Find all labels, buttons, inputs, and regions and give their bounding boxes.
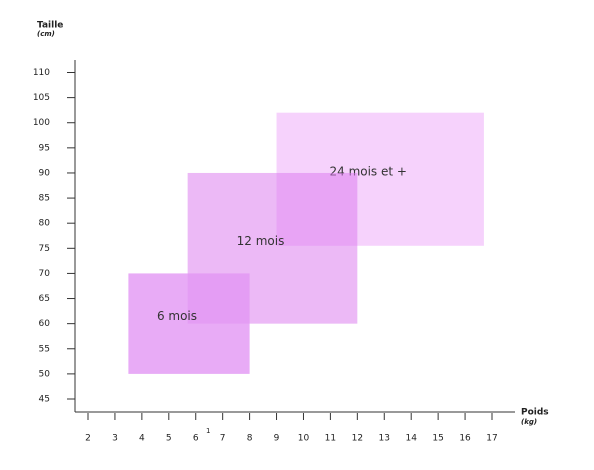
y-tick-label: 80 <box>39 219 51 229</box>
x-tick-label: 4 <box>139 434 145 444</box>
x-tick-label: 16 <box>459 434 471 444</box>
x-tick-label: 11 <box>325 434 336 444</box>
x-tick-label: 8 <box>247 434 253 444</box>
y-tick-label: 75 <box>39 244 50 254</box>
x-tick-label: 14 <box>405 434 417 444</box>
x-tick-label: 6 <box>193 434 199 444</box>
y-tick-label: 100 <box>33 118 50 128</box>
x-axis-unit: (kg) <box>521 418 537 426</box>
y-tick-label: 70 <box>39 269 51 279</box>
y-tick-label: 90 <box>39 168 51 178</box>
annotation: 1 <box>206 427 210 435</box>
x-tick-label: 3 <box>112 434 118 444</box>
size-range <box>128 273 250 374</box>
y-axis-unit: (cm) <box>37 30 55 38</box>
x-tick-label: 13 <box>379 434 390 444</box>
y-axis-label: Taille <box>37 21 63 31</box>
y-tick-label: 50 <box>39 369 51 379</box>
range-label: 12 mois <box>237 234 285 248</box>
x-tick-label: 2 <box>85 434 91 444</box>
x-tick-label: 12 <box>352 434 363 444</box>
x-tick-label: 7 <box>220 434 226 444</box>
x-tick-label: 5 <box>166 434 172 444</box>
x-tick-label: 9 <box>274 434 280 444</box>
y-tick-label: 65 <box>39 294 50 304</box>
x-tick-label: 10 <box>298 434 310 444</box>
x-axis-label: Poids <box>521 408 549 418</box>
y-tick-label: 110 <box>33 68 50 78</box>
y-tick-label: 45 <box>39 395 50 405</box>
x-tick-label: 15 <box>432 434 443 444</box>
y-tick-label: 105 <box>33 93 50 103</box>
y-tick-label: 95 <box>39 143 50 153</box>
y-tick-label: 85 <box>39 194 50 204</box>
y-tick-label: 55 <box>39 344 50 354</box>
x-tick-label: 17 <box>486 434 497 444</box>
y-tick-label: 60 <box>39 319 51 329</box>
range-label: 6 mois <box>157 309 197 323</box>
